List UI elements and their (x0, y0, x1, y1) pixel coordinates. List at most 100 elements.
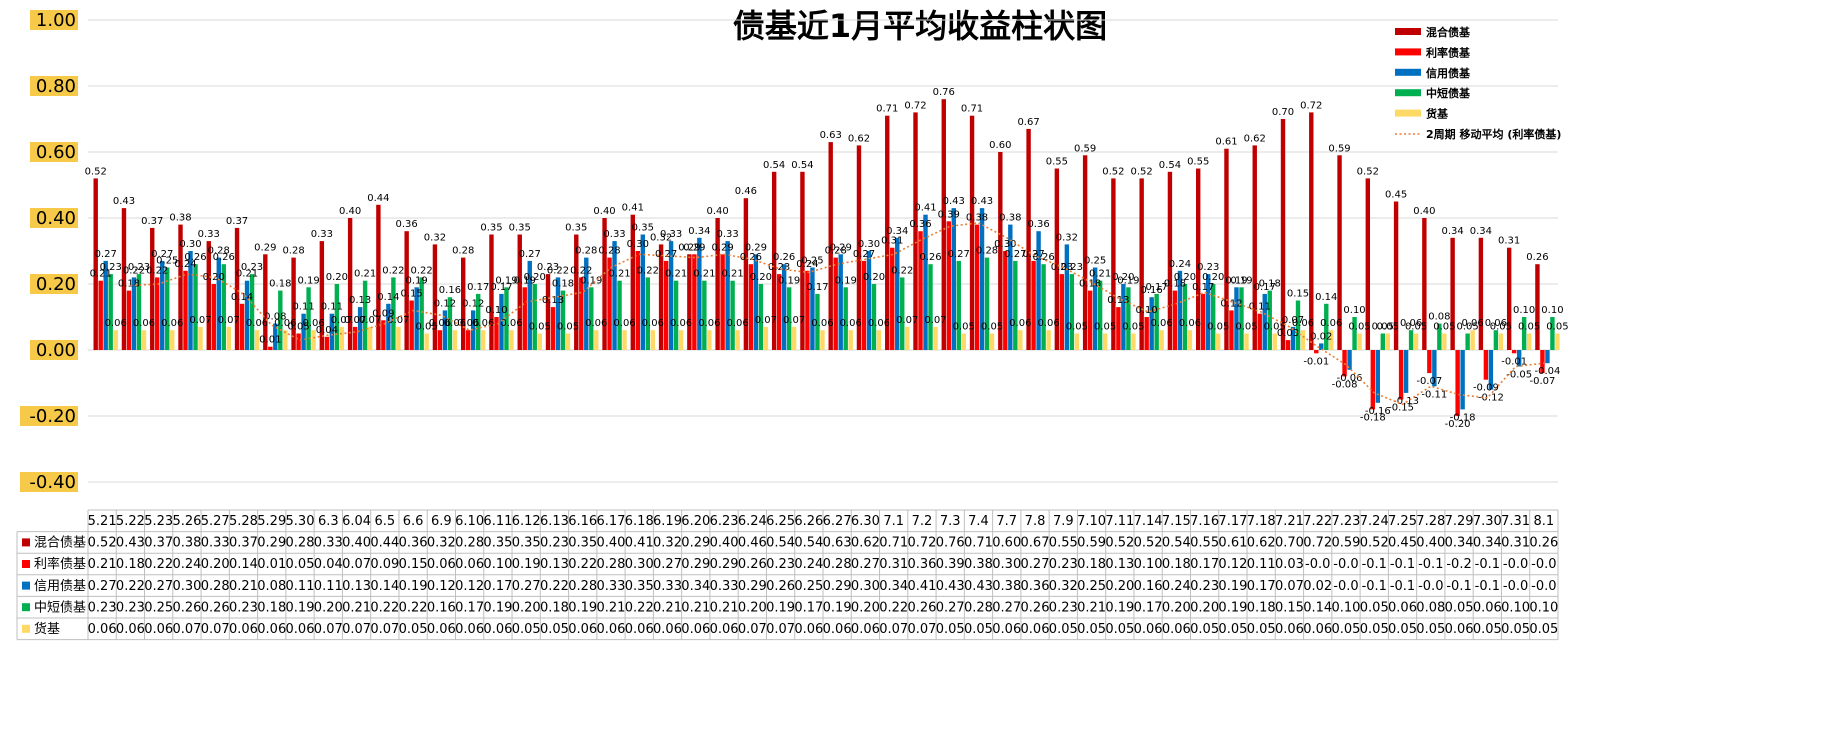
data-label: 0.25 (1084, 256, 1106, 267)
data-label: -0.07 (1529, 376, 1555, 387)
data-label: 0.63 (820, 130, 842, 141)
table-cell: 0.43 (116, 536, 145, 551)
legend-swatch-4 (1395, 109, 1421, 117)
table-cell: 0.08 (257, 579, 286, 594)
table-cell: 0.28 (201, 579, 230, 594)
data-label: 0.55 (1046, 157, 1068, 168)
bar-4-42 (1300, 330, 1306, 350)
bar-4-14 (509, 330, 514, 350)
data-label: 0.05 (1094, 322, 1116, 333)
table-cell: 0.11 (286, 579, 315, 594)
data-label: 0.06 (133, 318, 155, 329)
x-category-label: 5.22 (116, 514, 145, 529)
bar-2-43 (1319, 343, 1324, 350)
data-label: 0.28 (598, 246, 620, 257)
data-label: 0.06 (698, 318, 720, 329)
bar-0-47 (1422, 218, 1427, 350)
data-label: 0.22 (891, 265, 913, 276)
table-cell: 0.31 (879, 557, 908, 572)
table-cell: 0.21 (342, 600, 371, 615)
table-cell: 0.13 (342, 579, 371, 594)
table-cell: 0.27 (992, 600, 1021, 615)
data-label: 0.38 (966, 213, 988, 224)
data-label: 0.27 (853, 249, 875, 260)
legend-swatch-1 (1395, 48, 1421, 56)
data-label: 0.45 (1385, 190, 1407, 201)
bar-2-6 (273, 323, 278, 350)
bar-1-27 (861, 260, 867, 350)
data-label: 0.07 (924, 315, 946, 326)
table-cell: -0.0 (1503, 579, 1528, 594)
y-tick-label: 0.20 (36, 274, 76, 295)
table-row-name: 信用债基 (34, 579, 86, 594)
x-category-label: 6.3 (318, 514, 339, 529)
data-label: 0.06 (1292, 318, 1314, 329)
data-label: 0.21 (608, 269, 630, 280)
legend-label-1: 利率债基 (1426, 45, 1471, 59)
bar-0-30 (941, 99, 946, 350)
bar-3-44 (1352, 317, 1357, 350)
data-label: 0.25 (156, 256, 178, 267)
bar-4-46 (1413, 333, 1419, 350)
bar-4-19 (650, 330, 656, 350)
table-cell: 0.19 (766, 600, 795, 615)
table-cell: 0.29 (738, 579, 767, 594)
data-label: 0.06 (1461, 318, 1483, 329)
data-label: 0.34 (688, 226, 710, 237)
bar-3-37 (1154, 293, 1159, 350)
table-cell: 0.29 (710, 557, 739, 572)
table-cell: 0.21 (1077, 600, 1106, 615)
x-category-label: 7.1 (883, 514, 904, 529)
data-label: 0.15 (1287, 289, 1309, 300)
table-cell: 0.14 (370, 579, 399, 594)
bar-4-39 (1216, 333, 1221, 350)
data-label: 0.06 (444, 318, 466, 329)
bar-1-3 (183, 270, 188, 350)
bar-0-50 (1506, 247, 1512, 350)
table-cell: 0.32 (427, 536, 456, 551)
x-category-label: 6.30 (851, 514, 880, 529)
bar-0-36 (1111, 178, 1116, 350)
table-cell: 0.26 (172, 600, 201, 615)
table-cell: -0.0 (1333, 557, 1358, 572)
data-label: 0.08 (1428, 312, 1450, 323)
bar-3-42 (1295, 300, 1301, 350)
data-label: 0.34 (886, 226, 908, 237)
bar-1-32 (1003, 251, 1008, 350)
bar-0-19 (630, 214, 636, 350)
table-cell: 0.17 (794, 600, 823, 615)
bar-3-7 (306, 287, 311, 350)
bar-3-8 (334, 284, 340, 350)
table-cell: 0.34 (1445, 536, 1474, 551)
bar-4-47 (1442, 333, 1447, 350)
data-label: 0.34 (1470, 226, 1492, 237)
bar-0-10 (376, 204, 381, 350)
table-cell: 0.06 (1388, 600, 1417, 615)
bar-3-23 (758, 284, 764, 350)
table-cell: -0.0 (1305, 557, 1330, 572)
data-label: 0.23 (100, 262, 122, 273)
table-cell: 0.23 (540, 536, 569, 551)
table-cell: 0.12 (427, 579, 456, 594)
table-cell: 0.19 (512, 557, 541, 572)
data-label: 0.28 (208, 246, 230, 257)
table-cell: 0.10 (1332, 600, 1361, 615)
data-label: -0.16 (1365, 406, 1391, 417)
data-label: 0.17 (806, 282, 828, 293)
table-cell: 0.06 (1275, 622, 1304, 637)
data-label: 0.37 (226, 216, 248, 227)
table-cell: 0.22 (370, 600, 399, 615)
bar-0-29 (913, 112, 918, 351)
bar-2-13 (471, 310, 476, 350)
data-label: 0.18 (1164, 279, 1186, 290)
bar-2-46 (1403, 350, 1409, 393)
bar-0-46 (1393, 201, 1399, 350)
table-cell: 0.17 (455, 600, 484, 615)
data-label: 0.05 (416, 322, 438, 333)
x-category-label: 5.21 (88, 514, 117, 529)
data-label: 0.12 (434, 298, 456, 309)
table-cell: -0.1 (1446, 579, 1471, 594)
bar-3-41 (1267, 290, 1272, 350)
bar-4-4 (226, 326, 231, 350)
table-cell: 0.34 (1473, 536, 1502, 551)
